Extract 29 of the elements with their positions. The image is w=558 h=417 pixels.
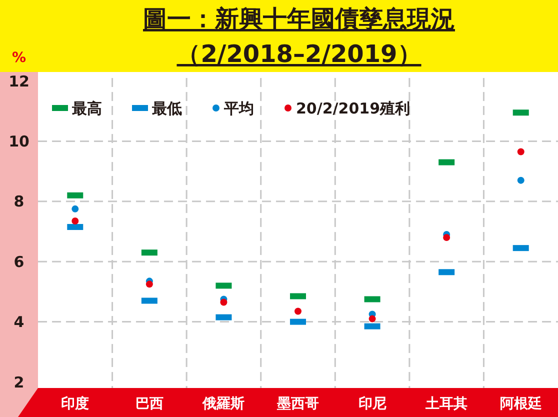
point — [517, 176, 524, 184]
x-tick-label: 巴西 — [135, 396, 164, 412]
x-tick-label: 阿根廷 — [500, 396, 542, 412]
chart-title: 圖一：新興十年國債孳息現況 — [143, 5, 455, 33]
y-tick-label: 10 — [8, 132, 30, 150]
point — [294, 308, 302, 315]
point — [220, 298, 228, 306]
y-tick-label: 8 — [14, 192, 24, 211]
y-tick-label: 4 — [14, 313, 24, 332]
point — [72, 205, 79, 212]
x-tick-label: 印尼 — [358, 396, 386, 412]
point — [146, 280, 153, 288]
chart-subtitle: （2/2018–2/2019） — [176, 40, 422, 68]
y-tick-label: 12 — [8, 72, 30, 90]
y-tick-label: 6 — [14, 252, 24, 271]
y-tick-label: 2 — [14, 373, 24, 392]
legend-label: 20/2/2019殖利 — [296, 99, 410, 118]
point — [443, 234, 450, 242]
x-tick-label: 墨西哥 — [276, 396, 319, 412]
point — [72, 217, 79, 224]
legend-label: 平均 — [223, 99, 254, 118]
legend-label: 最低 — [151, 99, 182, 118]
x-tick-label: 土耳其 — [424, 396, 468, 412]
point — [517, 148, 524, 156]
y-axis-title: % — [12, 50, 26, 66]
x-tick-label: 俄羅斯 — [202, 396, 245, 412]
x-tick-label: 印度 — [61, 395, 90, 412]
point — [368, 315, 376, 322]
legend-label: 最高 — [71, 99, 102, 118]
